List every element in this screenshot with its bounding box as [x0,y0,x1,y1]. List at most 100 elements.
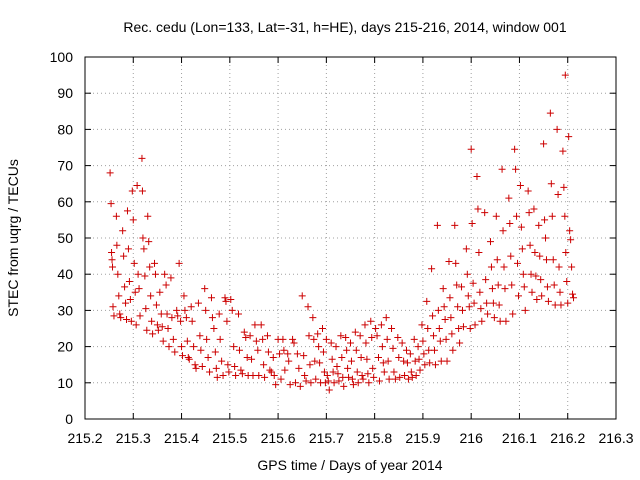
data-point [183,337,191,345]
data-point [264,348,272,356]
data-point [445,258,453,266]
data-point [415,355,423,363]
data-point [475,248,483,256]
x-tick-label: 215.4 [164,430,199,446]
data-point [482,276,490,284]
data-point [154,326,162,334]
data-point [182,314,190,322]
data-point [223,317,231,325]
data-point [158,323,166,331]
data-point [421,361,429,369]
data-point [316,359,324,367]
x-tick-label: 215.7 [309,430,344,446]
data-point [112,212,120,220]
data-point [521,306,529,314]
data-point [353,368,361,376]
data-point [481,209,489,217]
y-tick-label: 20 [57,339,73,355]
data-point [272,381,280,389]
data-point [502,317,510,325]
data-point [197,346,205,354]
data-point [378,343,386,351]
data-point [127,317,135,325]
data-point [235,346,243,354]
data-point [407,368,415,376]
data-point [395,353,403,361]
data-point [423,297,431,305]
data-point [569,290,577,298]
y-tick-label: 60 [57,194,73,210]
data-point [477,305,485,313]
data-point [123,207,131,215]
data-point [281,366,289,374]
data-point [430,332,438,340]
data-point [224,361,232,369]
data-point [442,335,450,343]
data-point [211,348,219,356]
data-point [343,346,351,354]
data-point [230,343,238,351]
data-point [358,372,366,380]
data-point [151,259,159,267]
data-point [406,350,414,358]
data-point [138,187,146,195]
data-point [345,373,353,381]
data-point [218,357,226,365]
data-point [215,310,223,318]
data-point [206,368,214,376]
data-point [107,200,115,208]
data-point [188,317,196,325]
data-point [198,363,206,371]
data-point [261,373,269,381]
x-axis-label: GPS time / Days of year 2014 [257,457,442,473]
data-point [320,368,328,376]
data-point [175,259,183,267]
data-point [564,299,572,307]
data-point [531,248,539,256]
data-point [568,263,576,271]
data-point [459,323,467,331]
data-point [439,285,447,293]
data-point [424,325,432,332]
data-point [498,165,506,173]
data-point [124,245,132,253]
data-point [307,379,315,387]
data-point [291,379,299,387]
data-point [433,221,441,229]
data-point [135,285,143,293]
grid-lines [85,57,616,419]
data-point [440,303,448,311]
data-point [106,169,114,177]
data-point [556,288,564,296]
data-point [404,375,412,383]
data-point [530,205,538,213]
data-point [518,245,526,253]
data-point [319,348,327,356]
data-point [279,335,287,343]
data-point [210,325,218,332]
data-point [204,353,212,361]
data-point [312,375,320,383]
data-point [542,234,550,242]
data-point [305,332,313,340]
data-point [469,279,477,287]
data-point [380,368,388,376]
data-point [152,301,160,309]
data-point [557,301,565,309]
data-point [301,372,309,380]
data-point [356,332,364,340]
data-point [164,325,172,332]
data-point [277,375,285,383]
data-point [240,328,248,336]
data-point [194,299,202,307]
data-point [335,377,343,385]
data-point [495,301,503,309]
data-point [369,364,377,372]
data-point [375,377,383,385]
data-point [148,317,156,325]
data-point [414,343,422,351]
data-point [122,299,130,307]
data-point [499,227,507,235]
y-tick-label: 50 [57,230,73,246]
